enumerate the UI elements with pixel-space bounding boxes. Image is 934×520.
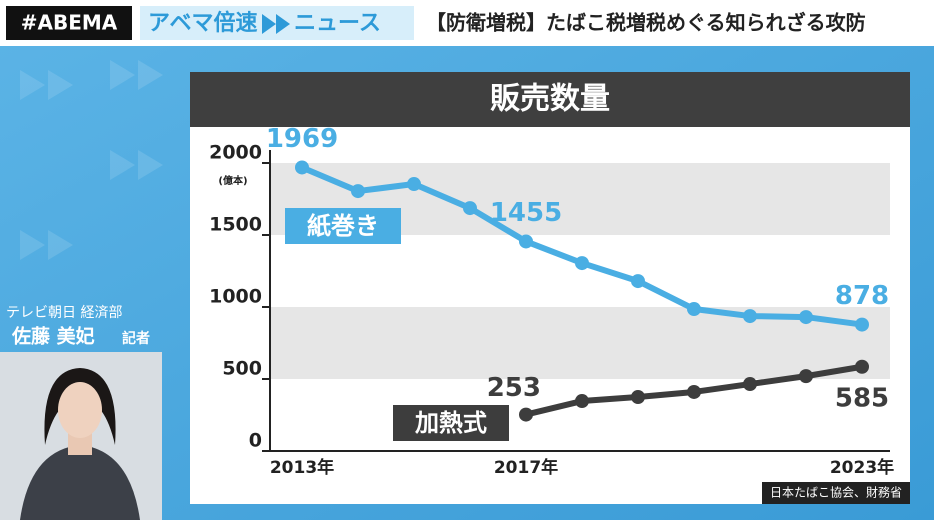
- chart-title-bar: [190, 72, 910, 127]
- brand-box: [6, 6, 132, 40]
- program-name: アベマ倍速: [148, 10, 258, 36]
- source: 日本たばこ協会、財務省: [770, 485, 902, 500]
- headline: 【防衛増税】たばこ税増税めぐる知られざる攻防: [426, 11, 866, 35]
- point: [687, 302, 701, 317]
- point: [743, 309, 757, 324]
- point: [799, 369, 813, 384]
- brand: #ABEMA: [21, 11, 118, 35]
- reporter-name: 佐藤 美妃: [11, 325, 95, 348]
- point: [519, 234, 533, 249]
- source-box: [762, 482, 910, 504]
- chart-panel: [190, 72, 910, 504]
- y-tick-label: 0: [249, 430, 262, 452]
- x-tick-label: 2023年: [830, 457, 894, 478]
- point: [575, 256, 589, 271]
- chevrons: [20, 60, 163, 260]
- chart-title: 販売数量: [490, 82, 610, 117]
- point: [519, 407, 533, 422]
- point: [351, 184, 365, 199]
- point: [855, 317, 869, 332]
- y-tick-label: 1000: [209, 286, 262, 308]
- point: [463, 201, 477, 216]
- icon-play: [276, 14, 290, 34]
- x-tick-label: 2013年: [270, 457, 334, 478]
- y-tick-label: 2000: [209, 142, 262, 164]
- legend-box: [285, 208, 401, 244]
- x-tick-label: 2017年: [494, 457, 558, 478]
- y-tick-label: 1500: [209, 214, 262, 236]
- legend-label: 加熱式: [415, 409, 487, 437]
- data-label: 585: [835, 383, 889, 413]
- point: [575, 394, 589, 409]
- point: [799, 310, 813, 325]
- point: [743, 377, 757, 392]
- reporter-role: 記者: [122, 330, 150, 347]
- icon-play: [262, 14, 276, 34]
- point: [631, 390, 645, 404]
- legend-label: 紙巻き: [307, 212, 379, 240]
- data-label: 878: [835, 281, 889, 311]
- point: [855, 359, 869, 374]
- data-label: 1455: [490, 198, 562, 228]
- point: [687, 384, 701, 399]
- y-unit: (億本): [218, 174, 247, 187]
- data-label: 1969: [266, 124, 338, 154]
- reporter-photo: [0, 352, 162, 520]
- data-label: 253: [487, 373, 541, 403]
- reporter-affiliation: テレビ朝日 経済部: [6, 305, 122, 321]
- point: [407, 177, 421, 192]
- plot: 0 500 1000 1500 2000 2013年 2017年 2023年 1969 1455 8…: [209, 124, 894, 478]
- program-name: ニュース: [294, 11, 381, 36]
- y-tick-label: 500: [222, 358, 262, 380]
- legend-box: [393, 405, 509, 441]
- point: [295, 160, 309, 175]
- point: [631, 274, 645, 289]
